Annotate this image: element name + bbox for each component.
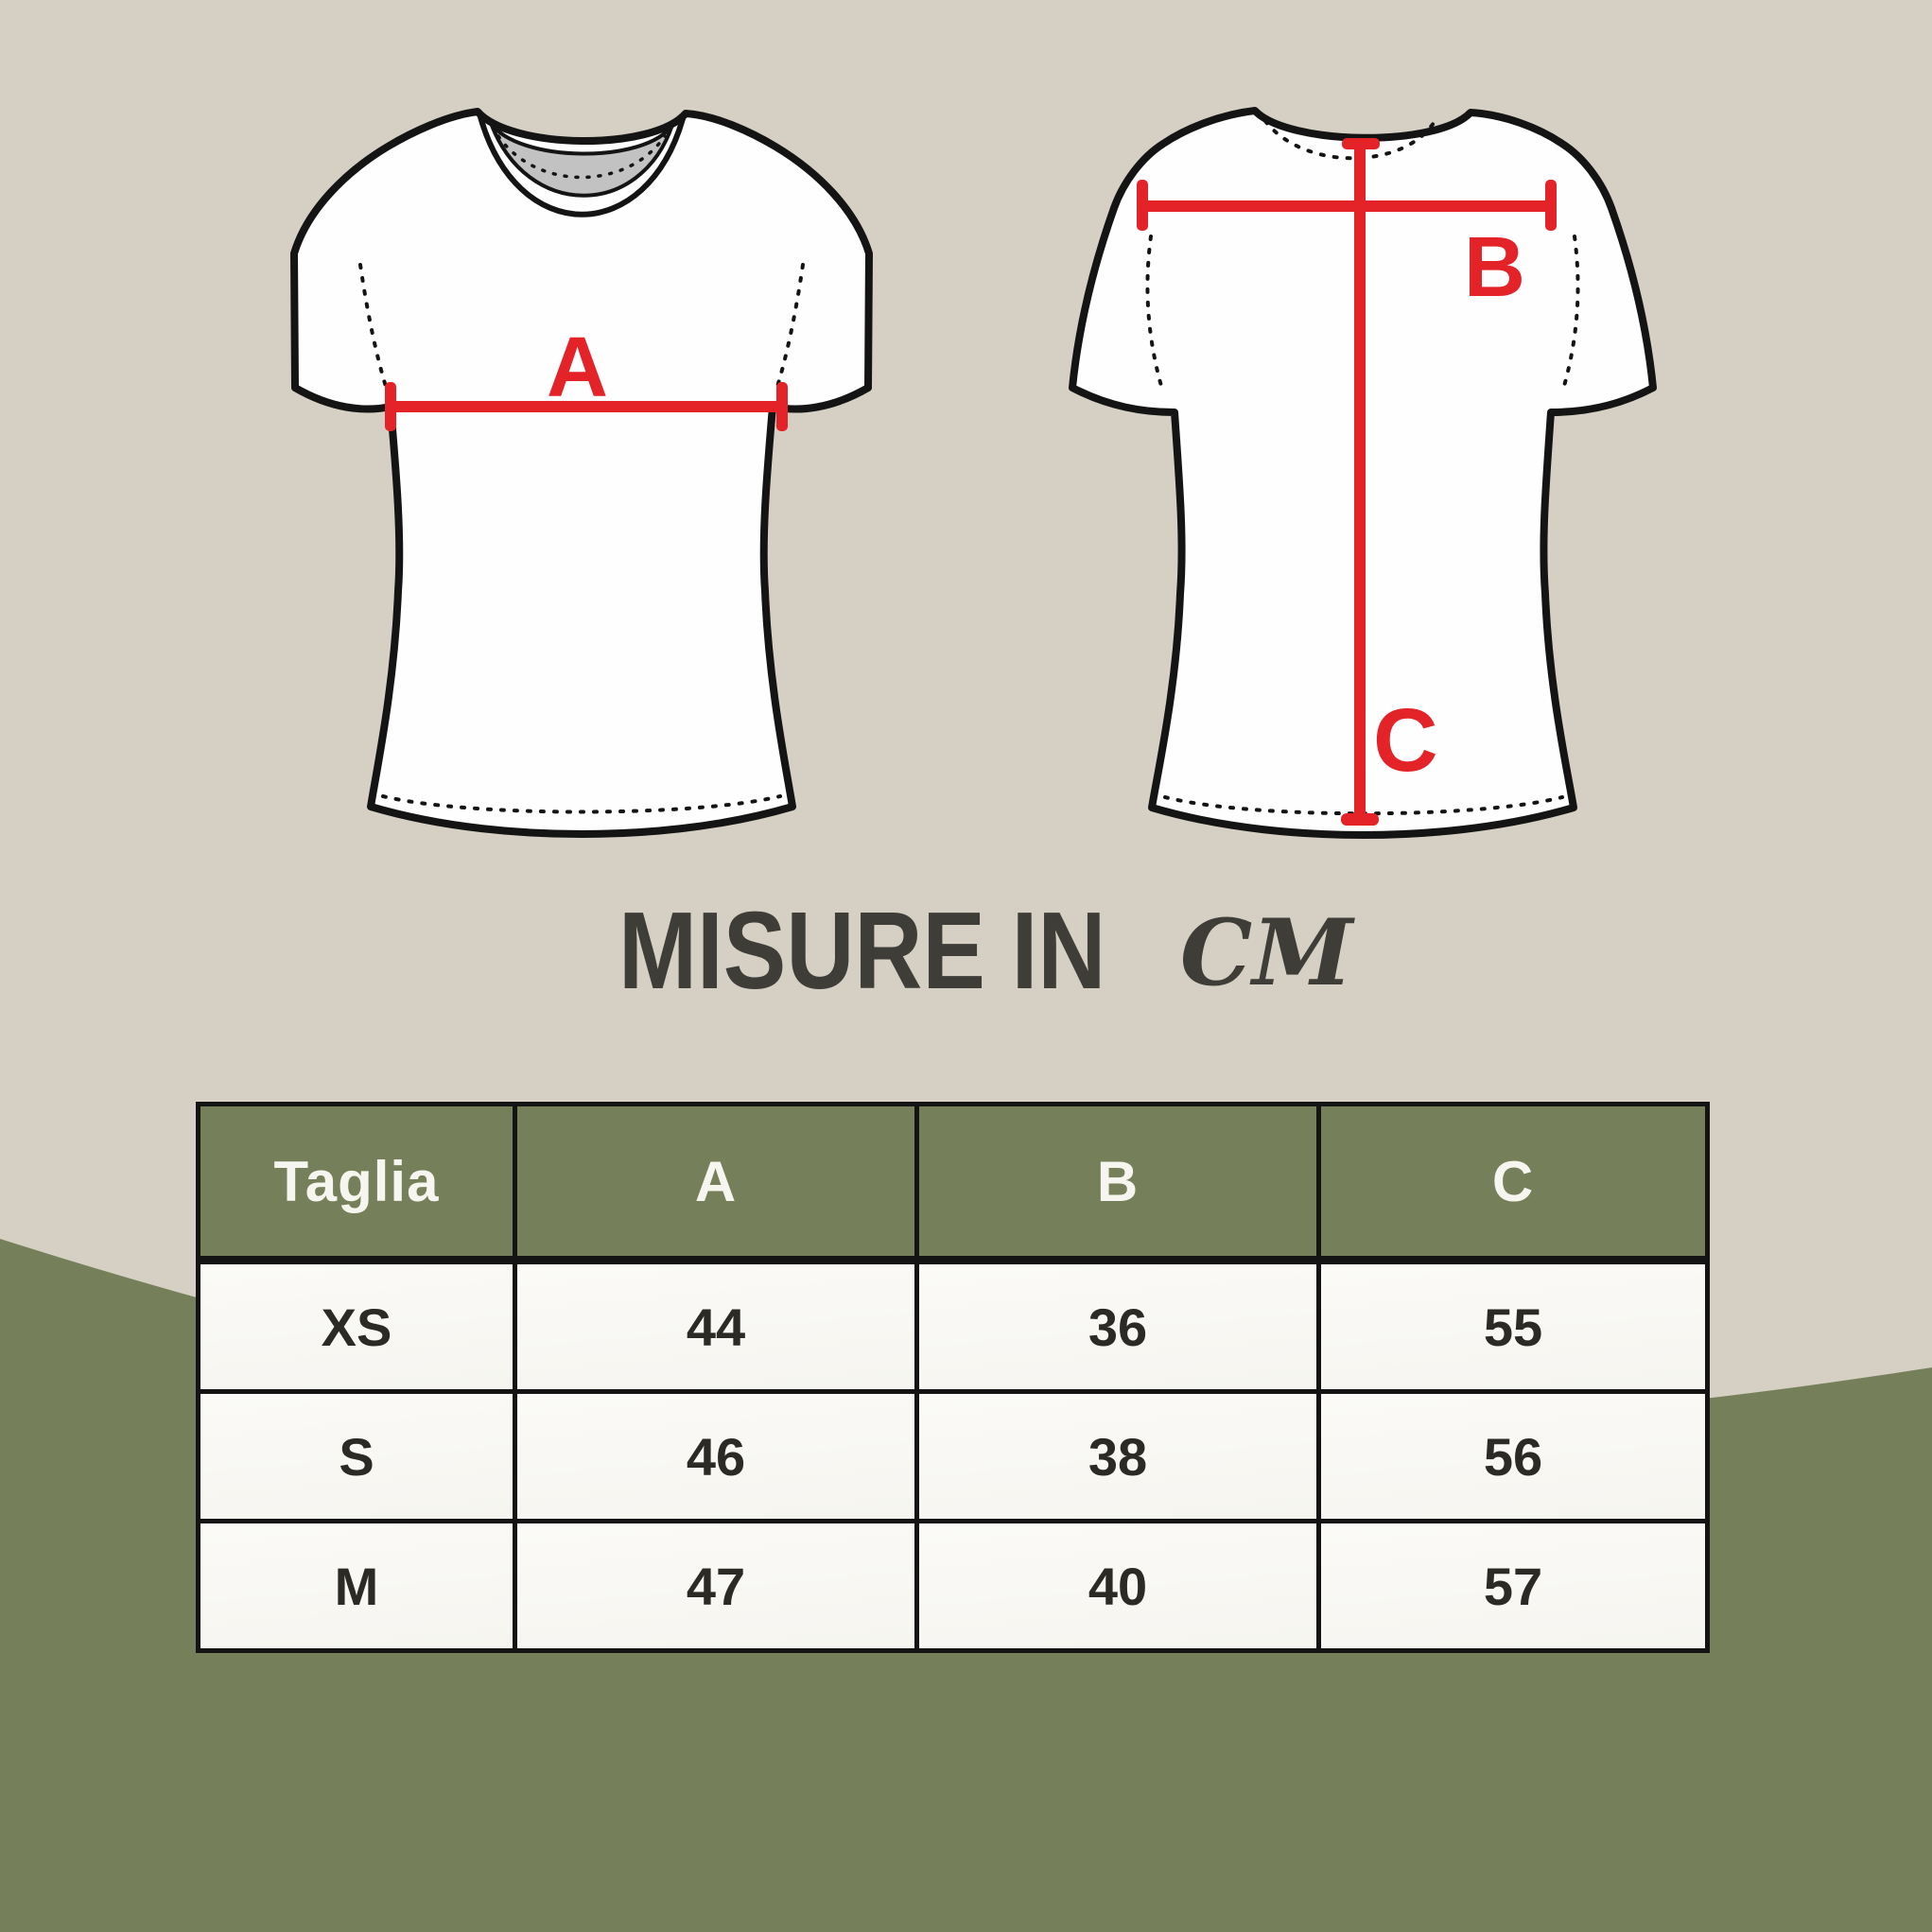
value-cell-s-c: 56: [1321, 1394, 1705, 1519]
tshirt-front-outline: [290, 108, 873, 838]
value-cell-xs-c: 55: [1321, 1264, 1705, 1389]
tshirt-front-left-sleeve-seam: [358, 263, 389, 392]
tshirt-front-hem-stitch: [381, 794, 782, 814]
measurement-line-a: [385, 382, 788, 431]
tshirt-front-right-sleeve-seam: [775, 263, 805, 392]
page-title: MISURE IN CM: [0, 887, 1932, 1014]
size-table-header-taglia: Taglia: [200, 1106, 513, 1260]
value-cell-s-b: 38: [919, 1394, 1316, 1519]
value-cell-xs-b: 36: [919, 1264, 1316, 1389]
size-table-header-a: A: [517, 1106, 914, 1260]
tshirt-back-right-sleeve-seam: [1560, 235, 1580, 394]
tshirt-front-collar-inner: [489, 121, 674, 198]
size-cell-xs: XS: [200, 1264, 513, 1389]
measurement-line-b: [1137, 180, 1557, 231]
size-table-header-c: C: [1321, 1106, 1705, 1260]
tshirt-front-collar-stitch: [496, 134, 667, 180]
size-cell-s: S: [200, 1394, 513, 1519]
size-table-header-b: B: [919, 1106, 1316, 1260]
value-cell-m-c: 57: [1321, 1523, 1705, 1648]
tshirt-back-collar-stitch: [1263, 119, 1436, 161]
tshirt-front-collar-band: [477, 111, 687, 218]
measurement-line-c: [1341, 138, 1380, 826]
value-cell-m-a: 47: [517, 1523, 914, 1648]
title-text: MISURE IN: [618, 889, 1106, 1012]
measurement-label-c: C: [1373, 690, 1438, 791]
tshirt-back-left-sleeve-seam: [1145, 235, 1165, 394]
value-cell-xs-a: 44: [517, 1264, 914, 1389]
tshirt-front-illustration: [290, 108, 873, 838]
title-unit-text: CM: [1179, 899, 1353, 1006]
measurement-label-a: A: [547, 321, 608, 415]
value-cell-m-b: 40: [919, 1523, 1316, 1648]
size-table: Taglia A B C XS 44 36 55 S 46 38 56 M 47…: [196, 1102, 1710, 1653]
measurement-label-b: B: [1464, 220, 1525, 315]
value-cell-s-a: 46: [517, 1394, 914, 1519]
size-cell-m: M: [200, 1523, 513, 1648]
